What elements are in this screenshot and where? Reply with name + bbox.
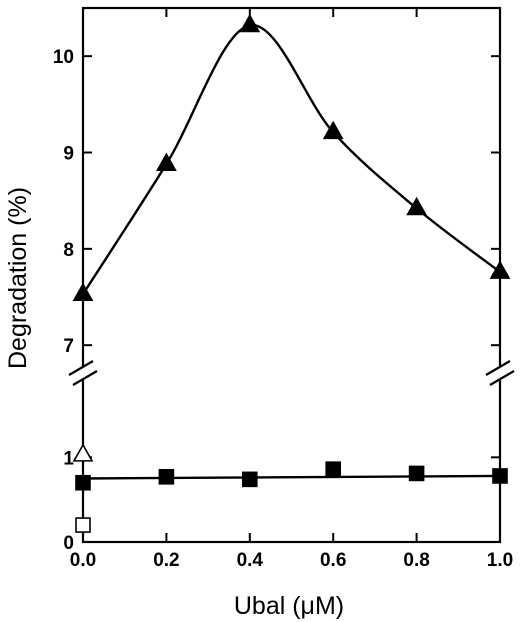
square-series-fit-line xyxy=(82,474,501,480)
filled-triangle-point xyxy=(406,196,427,216)
filled-square-point xyxy=(408,465,425,482)
x-tick-label: 0.0 xyxy=(70,550,96,571)
filled-triangle-point xyxy=(72,282,94,302)
filled-triangle-point xyxy=(156,152,177,171)
open-triangle-point xyxy=(72,443,94,462)
series-lines xyxy=(81,24,501,480)
triangle-series-curve xyxy=(81,24,501,295)
axis-break-gap xyxy=(69,366,97,380)
axis-break-slash xyxy=(68,360,94,376)
filled-square-point xyxy=(492,468,508,484)
axis-break-slash xyxy=(72,370,98,386)
y-tick-label: 8 xyxy=(63,240,74,261)
filled-square-point xyxy=(158,469,175,485)
x-tick-label: 1.0 xyxy=(487,550,513,571)
x-tick-label: 0.8 xyxy=(403,550,429,571)
open-square-point xyxy=(75,517,91,533)
y-axis-ticks: 0 1 7 8 9 10 xyxy=(53,47,500,554)
filled-square-point xyxy=(242,471,258,488)
plot-border xyxy=(81,6,502,544)
plot-frame xyxy=(81,6,502,544)
y-tick-label: 1 xyxy=(63,448,74,469)
axis-break-marks xyxy=(68,360,515,386)
filled-square-point xyxy=(325,461,342,477)
axis-break-slash xyxy=(485,360,511,376)
x-axis-ticks: 0.0 0.2 0.4 0.6 0.8 1.0 xyxy=(70,8,513,571)
series-points xyxy=(72,13,511,533)
x-tick-label: 0.6 xyxy=(320,550,346,571)
y-tick-label: 10 xyxy=(53,47,74,68)
x-tick-label: 0.4 xyxy=(237,550,264,571)
y-tick-label: 0 xyxy=(63,533,74,554)
filled-triangle-point xyxy=(322,120,344,140)
filled-square-point xyxy=(75,474,91,491)
x-tick-label: 0.2 xyxy=(153,550,179,571)
axis-break-slash xyxy=(489,370,515,386)
x-axis-label: Ubal (μM) xyxy=(234,592,344,620)
y-axis-label: Degradation (%) xyxy=(4,187,32,369)
y-tick-label: 9 xyxy=(63,144,74,165)
axis-break-gap xyxy=(486,366,514,380)
filled-triangle-point xyxy=(239,13,261,33)
y-tick-label: 7 xyxy=(63,336,74,357)
filled-triangle-point xyxy=(489,260,511,279)
